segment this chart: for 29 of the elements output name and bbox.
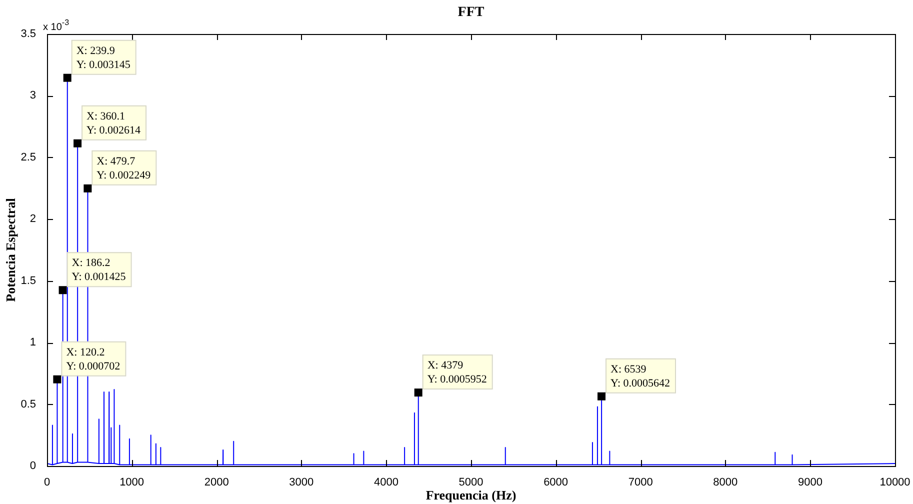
y-axis-title: Potencia Espectral [3, 198, 18, 302]
y-tick-label: 1.5 [20, 274, 36, 287]
x-tick-label: 10000 [880, 476, 910, 489]
x-tick-label: 2000 [204, 476, 229, 489]
chart-title: FFT [458, 5, 485, 20]
annotation: X: 4379 Y: 0.0005952 [427, 360, 487, 386]
y-tick-label: 0.5 [20, 398, 36, 410]
annotation: X: 239.9 Y: 0.003145 [76, 44, 131, 71]
annotation: X: 186.2 Y: 0.001425 [72, 257, 126, 284]
x-tick-label: 8000 [713, 476, 738, 489]
x-tick-label: 6000 [544, 476, 568, 489]
y-tick-label: 2 [30, 213, 36, 226]
y-tick-label: 1 [30, 336, 36, 349]
y-tick-label: 3 [30, 90, 36, 102]
annotation: X: 120.2 Y: 0.000702 [66, 346, 120, 372]
y-tick-label: 2.5 [20, 151, 36, 164]
x-tick-label: 5000 [458, 476, 484, 489]
annotation: X: 479.7 Y: 0.002249 [96, 155, 152, 182]
x-axis-title: Frequencia (Hz) [426, 488, 516, 503]
y-tick-label: 0 [30, 460, 36, 472]
y-tick-label: 3.5 [20, 28, 36, 40]
x-tick-label: 3000 [289, 476, 314, 489]
x-tick-label: 7000 [628, 476, 653, 489]
x-tick-label: 1000 [120, 476, 144, 489]
x-tick-label: 0 [44, 476, 50, 489]
annotation: X: 360.1 Y: 0.002614 [86, 110, 142, 136]
x-tick-label: 9000 [798, 476, 822, 489]
x-tick-label: 4000 [374, 476, 398, 489]
annotation: X: 6539 Y: 0.0005642 [610, 363, 670, 390]
